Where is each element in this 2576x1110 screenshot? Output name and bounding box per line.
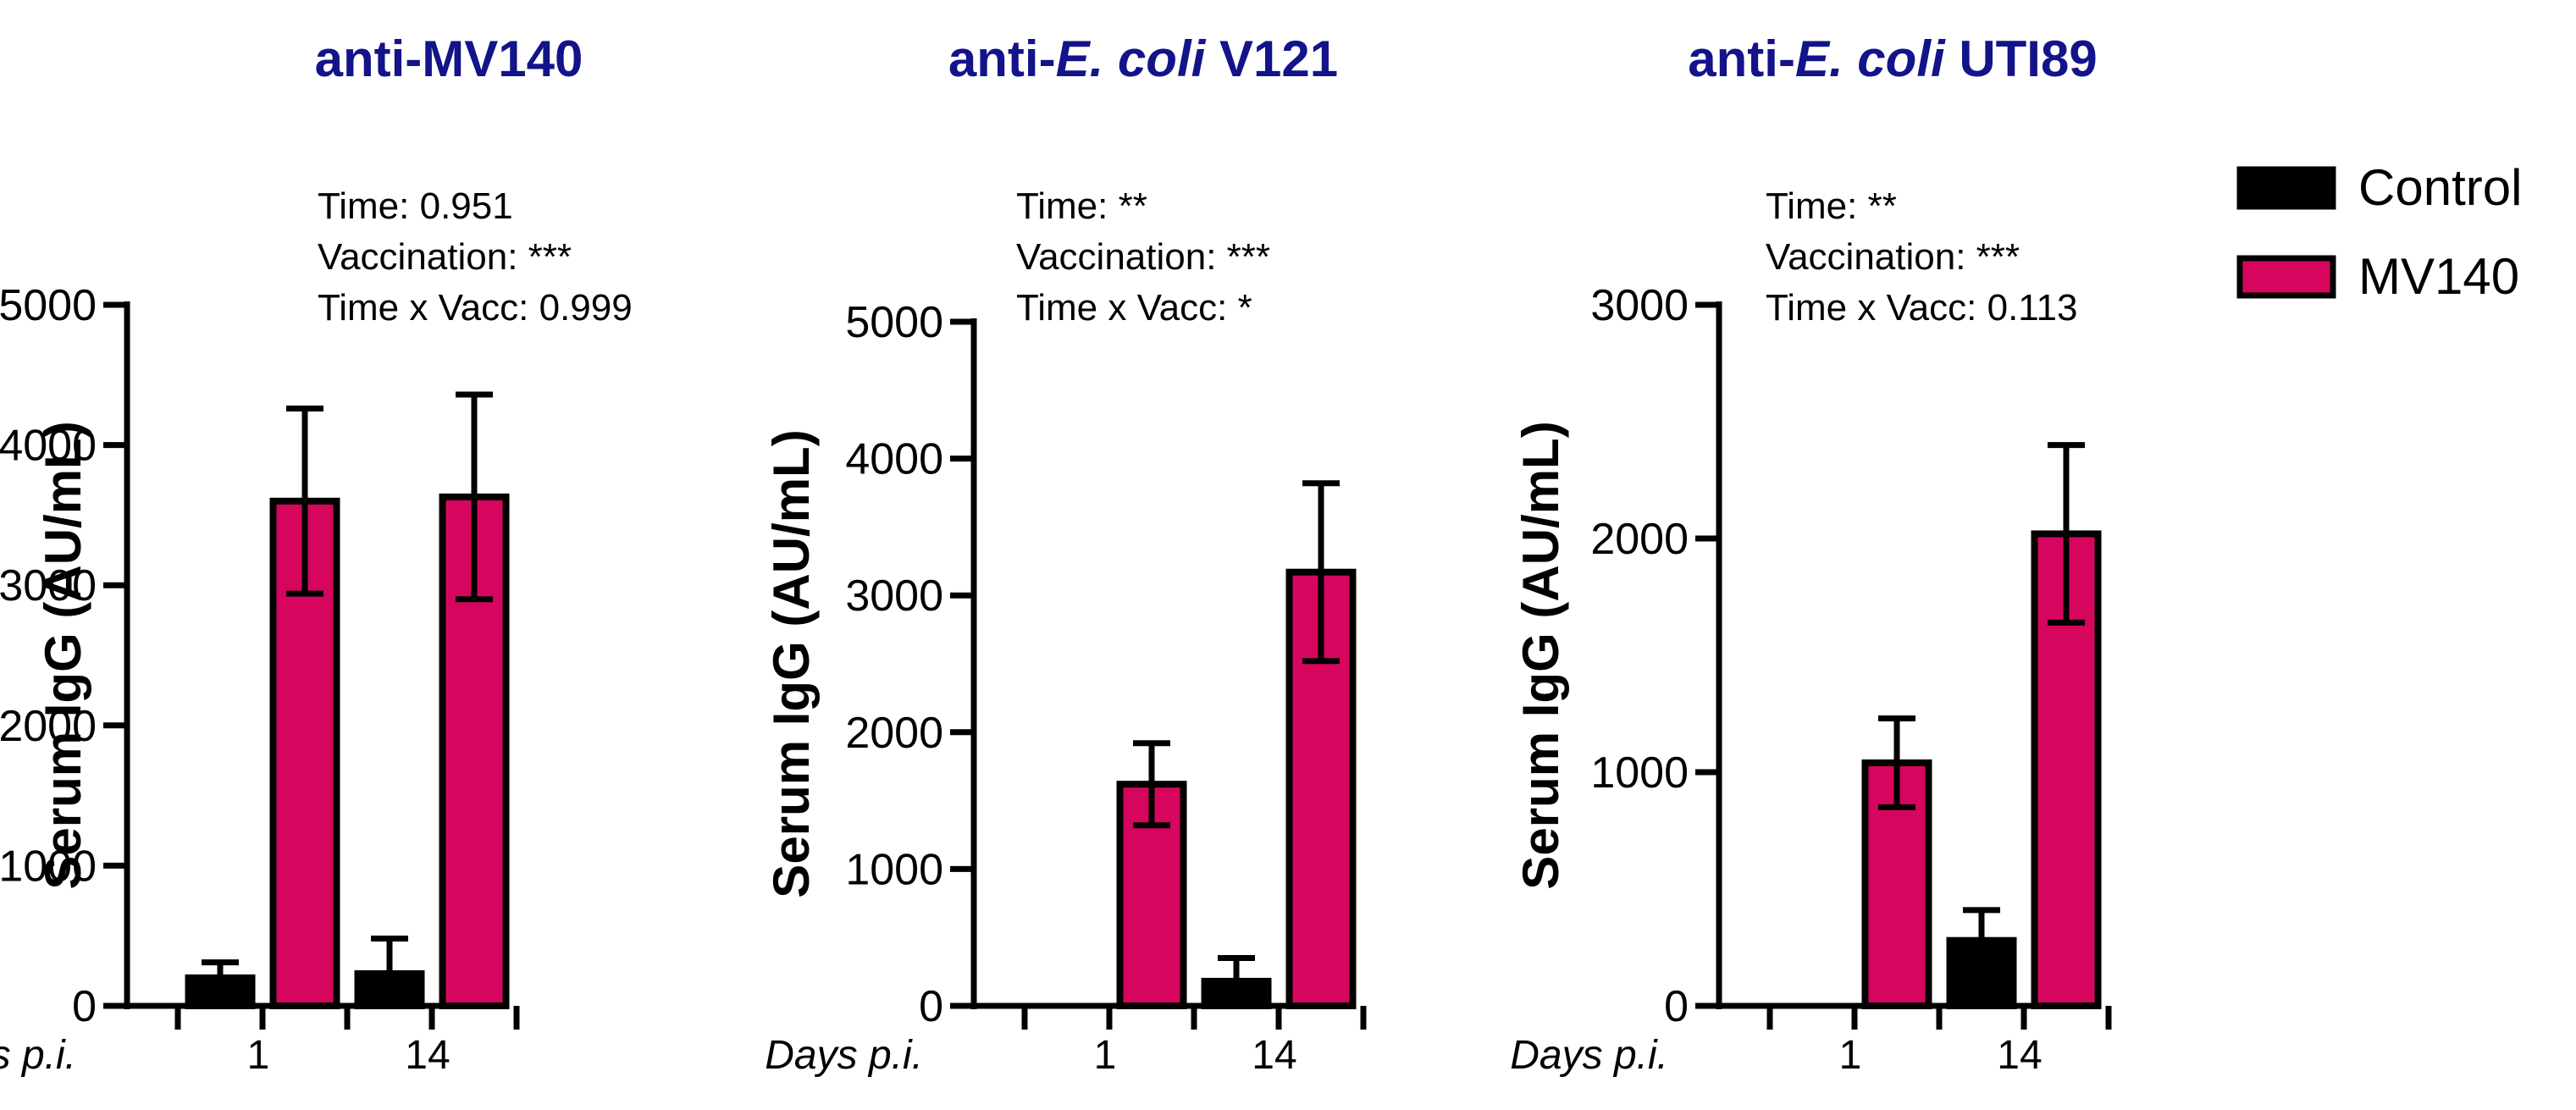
y-tick-label: 1000 — [1590, 748, 1689, 798]
x-axis-label: Days p.i. — [765, 1033, 923, 1078]
y-tick-label: 0 — [72, 982, 97, 1031]
y-axis-label: Serum IgG (AU/mL) — [763, 429, 820, 897]
x-category-label: 14 — [1252, 1033, 1296, 1078]
y-tick-label: 3000 — [0, 561, 97, 610]
y-tick-label: 2000 — [845, 709, 943, 758]
chart-title-part: anti-MV140 — [315, 30, 583, 87]
legend: Control MV140 — [2236, 159, 2522, 305]
y-tick-label: 5000 — [0, 281, 97, 330]
legend-swatch-control — [2236, 166, 2336, 210]
x-axis-label: Days p.i. — [1510, 1033, 1668, 1078]
x-axis-label: Days p.i. — [0, 1033, 76, 1078]
chart-panel-1: anti-MV140 Time: 0.951 Vaccination: *** Tim… — [0, 30, 633, 1078]
chart-title: anti-E. coli V121 — [948, 30, 1338, 87]
stat-line: Time x Vacc: * — [1016, 287, 1252, 329]
chart-title: anti-E. coli UTI89 — [1688, 30, 2097, 87]
y-tick-label: 0 — [919, 982, 943, 1031]
chart-panel-2: anti-E. coli V121 Time: ** Vaccination: **… — [763, 30, 1367, 1078]
stat-line: Time: ** — [1016, 185, 1147, 227]
y-tick-label: 5000 — [845, 298, 943, 347]
y-tick-label: 1000 — [845, 845, 943, 894]
chart-title-part: V121 — [1205, 30, 1338, 87]
chart-title-part: anti- — [1688, 30, 1795, 87]
chart-title-part: anti- — [948, 30, 1056, 87]
legend-swatch-mv140 — [2236, 255, 2336, 299]
x-category-label: 1 — [1094, 1033, 1117, 1078]
x-category-label: 14 — [405, 1033, 450, 1078]
stat-line: Vaccination: *** — [318, 236, 572, 278]
x-category-label: 14 — [1997, 1033, 2042, 1078]
x-category-label: 1 — [247, 1033, 270, 1078]
stat-line: Time x Vacc: 0.999 — [318, 287, 633, 329]
x-category-label: 1 — [1839, 1033, 1862, 1078]
chart-title: anti-MV140 — [315, 30, 583, 87]
y-tick-label: 0 — [1664, 982, 1689, 1031]
stat-line: Time x Vacc: 0.113 — [1766, 287, 2077, 329]
legend-label: MV140 — [2358, 248, 2519, 305]
y-tick-label: 2000 — [0, 702, 97, 751]
y-tick-label: 3000 — [1590, 281, 1689, 330]
legend-label: Control — [2358, 159, 2522, 216]
y-axis-label: Serum IgG (AU/mL) — [1512, 421, 1569, 889]
chart-panel-3: anti-E. coli UTI89 Time: ** Vaccination: *… — [1510, 30, 2112, 1078]
stat-line: Time: 0.951 — [318, 185, 513, 227]
stat-line: Vaccination: *** — [1016, 236, 1270, 278]
chart-title-part: E. coli — [1795, 30, 1946, 87]
y-tick-label: 2000 — [1590, 515, 1689, 564]
chart-title-part: E. coli — [1056, 30, 1207, 87]
stat-line: Time: ** — [1766, 185, 1897, 227]
y-tick-label: 3000 — [845, 572, 943, 621]
y-tick-label: 4000 — [845, 435, 943, 484]
y-tick-label: 4000 — [0, 422, 97, 471]
y-tick-label: 1000 — [0, 842, 97, 891]
y-axis-label: Serum IgG (AU/mL) — [35, 421, 91, 889]
chart-title-part: UTI89 — [1945, 30, 2098, 87]
stat-line: Vaccination: *** — [1766, 236, 2020, 278]
